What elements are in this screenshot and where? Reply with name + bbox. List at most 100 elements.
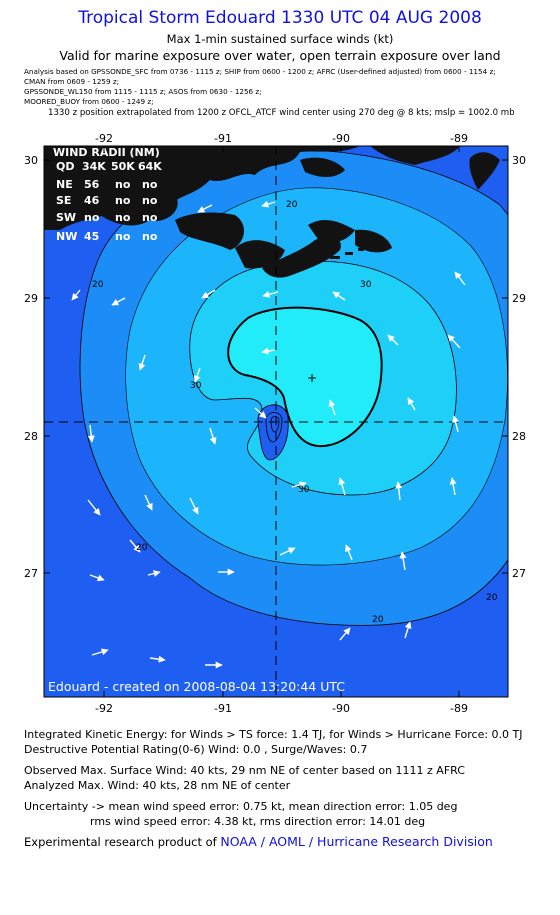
- wind-field-map: 20 20 20 20 30 30 30 20 + WIND RADII (NM…: [24, 132, 526, 715]
- wind-arrow: [449, 477, 457, 496]
- contour-label: 30: [298, 485, 310, 495]
- wind-vectors: [71, 200, 466, 669]
- wind-arrow: [261, 347, 276, 355]
- wind-radii-50k: no: [115, 194, 131, 207]
- hrd-link[interactable]: NOAA / AOML / Hurricane Research Divisio…: [220, 834, 493, 849]
- wind-radii-64k: no: [142, 230, 158, 243]
- analysis-sources-line: Analysis based on GPSSONDE_SFC from 0736…: [24, 67, 496, 76]
- wind-arrow: [71, 289, 81, 301]
- wind-arrow: [209, 427, 217, 445]
- wind-arrow: [447, 334, 461, 349]
- wind-arrow: [147, 570, 161, 577]
- wind-arrow: [149, 655, 166, 663]
- wind-arrow: [395, 481, 403, 501]
- wind-radii-50k: no: [115, 230, 131, 243]
- wind-arrow: [201, 289, 216, 299]
- wind-radii-quadrant: NE: [56, 178, 73, 191]
- wind-band-35kt: [227, 306, 383, 448]
- wind-radii-title: WIND RADII (NM): [53, 146, 160, 159]
- analysis-sources-line: CMAN from 0609 - 1259 z;: [24, 77, 120, 86]
- y-tick-label: 30: [512, 154, 526, 167]
- wind-arrow: [387, 334, 399, 346]
- credit-prefix: Experimental research product of: [24, 835, 217, 849]
- y-tick-label: 28: [24, 430, 38, 443]
- contour-label: 30: [190, 381, 202, 391]
- wind-radii-quadrant: SE: [56, 194, 71, 207]
- wind-arrow: [332, 291, 346, 301]
- wind-arrow: [328, 399, 336, 416]
- eye-contour: [257, 404, 289, 461]
- uncertainty-line-2: rms wind speed error: 4.38 kt, rms direc…: [90, 815, 426, 828]
- uncertainty-line-1: Uncertainty -> mean wind speed error: 0.…: [24, 800, 458, 813]
- wind-arrow: [404, 621, 412, 639]
- wind-arrow: [261, 200, 276, 208]
- wind-arrow: [407, 397, 416, 411]
- wind-radii-quadrant: NW: [56, 230, 77, 243]
- contour-label: 20: [286, 200, 298, 210]
- y-tick-label: 28: [512, 430, 526, 443]
- wind-arrow: [452, 415, 459, 433]
- wind-arrow: [338, 477, 346, 496]
- x-tick-label: -91: [214, 702, 232, 715]
- analysis-center-marker: +: [307, 371, 317, 385]
- analysis-sources-line: GPSSONDE_WL150 from 1115 - 1115 z; ASOS …: [24, 87, 262, 96]
- research-credit: Experimental research product of NOAA / …: [24, 834, 493, 849]
- position-note: 1330 z position extrapolated from 1200 z…: [48, 108, 515, 118]
- analysis-sources-line: MOORED_BUOY from 0600 - 1249 z;: [24, 97, 154, 106]
- y-tick-label: 27: [24, 567, 38, 580]
- contour-label: 20: [92, 280, 104, 290]
- wind-radii-64k: no: [142, 178, 158, 191]
- wind-arrow: [399, 551, 407, 571]
- wind-radii-34k: no: [84, 211, 100, 224]
- wind-arrow: [87, 499, 101, 516]
- wind-arrow: [111, 297, 126, 306]
- map-credit-label: Edouard - created on 2008-08-04 13:20:44…: [48, 679, 345, 694]
- y-tick-label: 27: [512, 567, 526, 580]
- x-tick-label: -92: [95, 132, 113, 145]
- wind-arrow: [279, 547, 296, 556]
- observed-max-wind-line: Observed Max. Surface Wind: 40 kts, 29 n…: [24, 764, 465, 777]
- wind-radii-header-34k: 34K: [82, 160, 106, 173]
- wind-arrow: [89, 574, 105, 582]
- x-tick-label: -89: [450, 132, 468, 145]
- wind-arrow: [197, 204, 213, 213]
- wind-radii-header-50k: 50K: [111, 160, 135, 173]
- contour-label: 20: [372, 615, 384, 625]
- x-tick-label: -90: [332, 132, 350, 145]
- y-tick-label: 29: [512, 292, 526, 305]
- destructive-potential-line: Destructive Potential Rating(0-6) Wind: …: [24, 743, 368, 756]
- y-tick-label: 29: [24, 292, 38, 305]
- wind-radii-quadrant: SW: [56, 211, 76, 224]
- contour-label: 20: [136, 543, 148, 553]
- y-tick-label: 30: [24, 154, 38, 167]
- wind-arrow: [262, 290, 279, 298]
- wind-radii-50k: no: [115, 211, 131, 224]
- map-frame: [43, 145, 509, 698]
- wind-arrow: [138, 354, 146, 371]
- map-validity-note: Valid for marine exposure over water, op…: [59, 48, 501, 63]
- wind-arrow: [144, 494, 153, 511]
- analyzed-max-wind-line: Analyzed Max. Wind: 40 kts, 28 nm NE of …: [24, 779, 291, 792]
- coastline-land: [44, 146, 500, 278]
- map-subtitle: Max 1-min sustained surface winds (kt): [166, 32, 394, 46]
- wind-radii-50k: no: [115, 178, 131, 191]
- wind-arrow: [129, 539, 141, 553]
- wind-arrow: [189, 497, 199, 515]
- contour-label: 30: [360, 280, 372, 290]
- wind-arrow: [291, 481, 307, 489]
- wind-radii-header-64k: 64K: [138, 160, 162, 173]
- wind-radii-64k: no: [142, 211, 158, 224]
- contour-label: 20: [486, 593, 498, 603]
- wind-radii-table: WIND RADII (NM) QD 34K 50K 64K NE 56 no …: [53, 146, 162, 243]
- wind-arrow: [339, 627, 351, 641]
- wind-arrow: [454, 271, 466, 286]
- map-title: Tropical Storm Edouard 1330 UTC 04 AUG 2…: [78, 8, 482, 28]
- wind-arrow: [254, 407, 267, 419]
- ike-line: Integrated Kinetic Energy: for Winds > T…: [24, 728, 523, 741]
- wind-arrow: [193, 367, 201, 383]
- wind-arrow: [345, 544, 353, 561]
- wind-radii-34k: 45: [84, 230, 99, 243]
- axis-ticks: [44, 146, 508, 697]
- x-tick-label: -90: [332, 702, 350, 715]
- x-tick-label: -92: [95, 702, 113, 715]
